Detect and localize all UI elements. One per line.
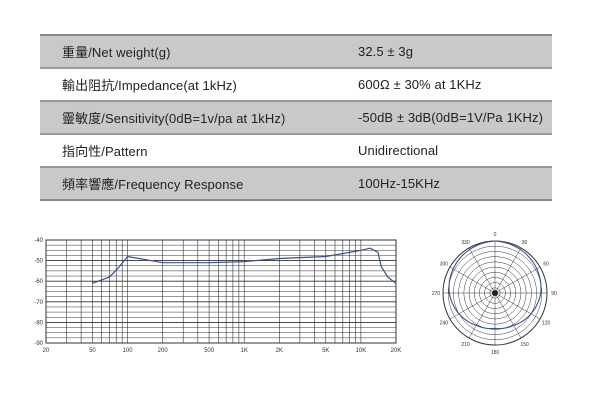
spec-value: 600Ω ± 30% at 1KHz	[342, 68, 552, 102]
spec-value: Unidirectional	[342, 134, 552, 168]
spec-value: 32.5 ± 3g	[342, 35, 552, 69]
polar-angle-label: 0	[494, 232, 497, 238]
x-tick-label: 2K	[276, 348, 283, 354]
x-tick-label: 20	[43, 348, 50, 354]
polar-angle-label: 90	[551, 291, 557, 297]
x-tick-label: 5K	[322, 348, 329, 354]
polar-center	[492, 290, 498, 296]
spec-value: 100Hz-15KHz	[342, 167, 552, 200]
y-tick-label: -40	[34, 238, 43, 244]
polar-spoke	[449, 292, 496, 320]
spec-label: 輸出阻抗/Impedance(at 1kHz)	[40, 68, 342, 102]
x-tick-label: 50	[89, 348, 96, 354]
y-tick-label: -50	[34, 259, 43, 265]
spec-label: 重量/Net weight(g)	[40, 35, 342, 69]
y-tick-label: -70	[34, 300, 43, 306]
frequency-response-curve	[92, 247, 397, 284]
spec-row: 頻率響應/Frequency Response 100Hz-15KHz	[40, 167, 552, 200]
polar-angle-label: 300	[440, 262, 449, 268]
x-tick-label: 1K	[241, 348, 248, 354]
polar-angle-label: 180	[491, 350, 500, 356]
frequency-response-chart: 20 50 100 200 500 1K 2K 5K 10K 20K -40 -50 -60 -70 -80…	[34, 238, 402, 354]
spec-label: 靈敏度/Sensitivity(0dB=1v/pa at 1kHz)	[40, 101, 342, 135]
polar-spoke	[449, 266, 496, 294]
polar-spoke	[494, 292, 522, 339]
polar-angle-label: 240	[440, 321, 449, 327]
polar-spoke	[468, 247, 496, 294]
polar-angle-label: 270	[432, 291, 441, 297]
x-tick-label: 200	[158, 348, 169, 354]
spec-table-body: 重量/Net weight(g) 32.5 ± 3g 輸出阻抗/Impedance(…	[40, 35, 552, 200]
polar-angle-label: 150	[520, 342, 529, 348]
plot-frame	[45, 239, 397, 344]
polar-spoke	[468, 292, 496, 339]
spec-row: 輸出阻抗/Impedance(at 1kHz) 600Ω ± 30% at 1KH…	[40, 68, 552, 102]
polar-angle-label: 210	[461, 342, 470, 348]
y-tick-label: -60	[34, 279, 43, 285]
polar-spoke	[494, 292, 541, 320]
spec-row: 重量/Net weight(g) 32.5 ± 3g	[40, 35, 552, 69]
polar-angle-label: 60	[543, 262, 549, 268]
spec-label: 頻率響應/Frequency Response	[40, 167, 342, 200]
x-tick-label: 100	[123, 348, 134, 354]
y-tick-label: -80	[34, 320, 43, 326]
x-tick-label: 10K	[356, 348, 367, 354]
spec-table: 重量/Net weight(g) 32.5 ± 3g 輸出阻抗/Impedance(…	[40, 34, 552, 201]
x-tick-label: 500	[204, 348, 215, 354]
spec-value: -50dB ± 3dB(0dB=1V/Pa 1KHz)	[342, 101, 552, 135]
spec-label: 指向性/Pattern	[40, 134, 342, 168]
polar-angle-label: 120	[542, 321, 551, 327]
polar-angle-label: 30	[522, 240, 528, 246]
y-tick-label: -90	[34, 341, 43, 347]
spec-row: 靈敏度/Sensitivity(0dB=1v/pa at 1kHz) -50dB …	[40, 101, 552, 135]
polar-pattern-chart: 0 30 60 90 120 150 180 210 240 270 300 330	[432, 232, 557, 356]
polar-spoke	[494, 266, 541, 294]
x-tick-label: 20K	[391, 348, 402, 354]
polar-pattern-curve	[448, 240, 542, 330]
polar-spoke	[494, 247, 522, 294]
spec-row: 指向性/Pattern Unidirectional	[40, 134, 552, 168]
polar-angle-label: 330	[461, 240, 470, 246]
